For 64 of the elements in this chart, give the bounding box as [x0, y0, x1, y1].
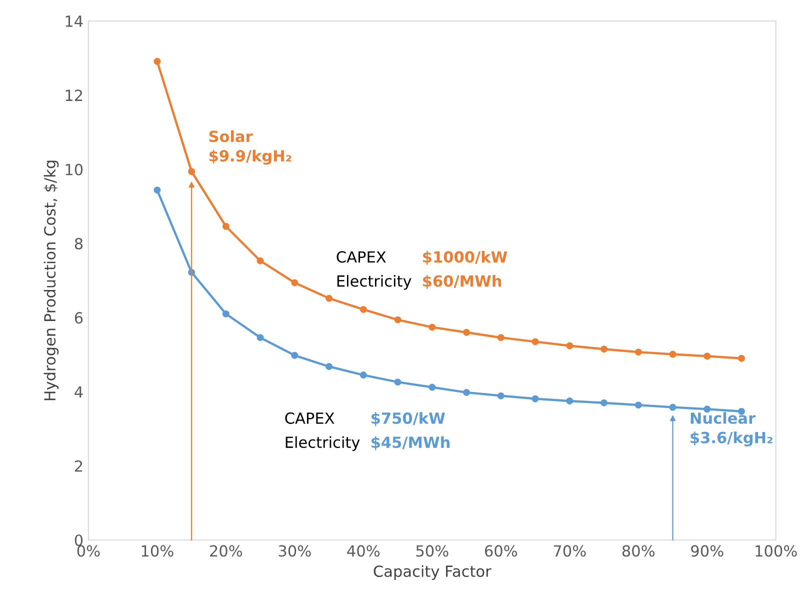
- point: [360, 372, 367, 379]
- annotation: Nuclear $3.6/kgH₂: [690, 412, 772, 446]
- point: [326, 363, 333, 370]
- point: [600, 399, 608, 406]
- point: [394, 378, 402, 386]
- point: [600, 346, 608, 353]
- x-tick-label: 80%: [622, 545, 655, 557]
- annotation: Solar $9.9/kgH₂: [209, 130, 292, 165]
- point: [154, 58, 161, 65]
- x-tick-label: 20%: [210, 545, 242, 557]
- point: [360, 306, 367, 313]
- point: [222, 222, 230, 230]
- y-tick-label: 14: [66, 16, 83, 27]
- point: [222, 310, 230, 318]
- point: [532, 338, 539, 346]
- point: [634, 402, 642, 409]
- y-axis-title: Hydrogen Production Cost, $/kg: [44, 160, 59, 400]
- y-tick-label: 4: [74, 386, 83, 398]
- y-tick-label: 12: [66, 90, 82, 101]
- annotation: Electricity: [286, 436, 360, 452]
- point: [669, 404, 676, 411]
- point: [326, 294, 333, 302]
- point: [463, 388, 470, 396]
- point: [256, 334, 264, 342]
- point: [256, 257, 264, 264]
- point: [704, 352, 711, 360]
- point: [669, 350, 676, 358]
- point: [428, 384, 436, 391]
- point: [497, 334, 504, 342]
- point: [291, 352, 298, 359]
- point: [394, 316, 402, 324]
- point: [497, 392, 504, 400]
- point: [428, 324, 436, 331]
- point: [188, 168, 196, 175]
- x-tick-label: 40%: [347, 545, 380, 557]
- x-tick-label: 100%: [756, 545, 797, 557]
- x-tick-label: 70%: [554, 545, 586, 557]
- point: [154, 186, 161, 194]
- y-tick-label: 10: [66, 164, 83, 176]
- annotation: CAPEX: [336, 251, 386, 263]
- annotation: $1000/kW: [423, 250, 508, 265]
- point: [738, 354, 745, 362]
- y-tick-label: 2: [74, 460, 82, 472]
- point: [291, 279, 298, 286]
- x-tick-label: 0%: [77, 545, 100, 557]
- x-tick-label: 30%: [278, 545, 311, 557]
- point: [566, 398, 574, 404]
- point: [566, 342, 574, 350]
- y-tick-label: 8: [74, 238, 83, 250]
- x-tick-label: 60%: [484, 545, 518, 557]
- annotation: Electricity: [337, 274, 412, 290]
- point: [634, 348, 642, 356]
- y-tick-label: 6: [74, 312, 83, 324]
- annotation: $750/kW: [371, 412, 445, 426]
- point: [532, 395, 539, 402]
- x-tick-label: 90%: [691, 545, 724, 557]
- y-tick-label: 0: [74, 534, 83, 546]
- annotation: $60/MWh: [423, 274, 502, 289]
- point: [463, 328, 470, 336]
- annotation: CAPEX: [285, 412, 334, 424]
- annotation: $45/MWh: [371, 436, 450, 450]
- x-tick-label: 10%: [142, 545, 174, 557]
- x-tick-label: 50%: [416, 545, 448, 557]
- x-axis-title: Capacity Factor: [374, 565, 492, 580]
